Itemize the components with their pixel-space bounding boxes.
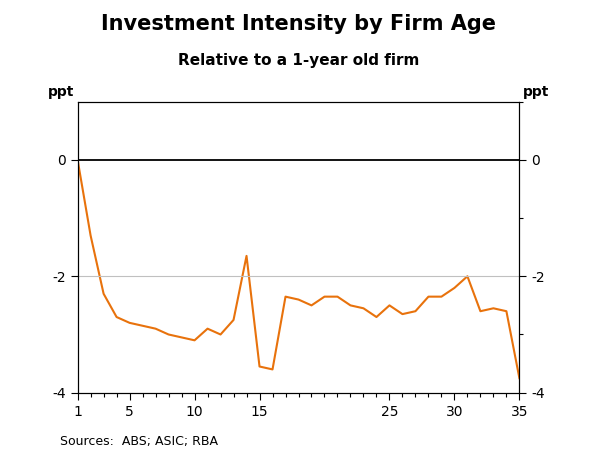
Text: Sources:  ABS; ASIC; RBA: Sources: ABS; ASIC; RBA <box>60 435 218 448</box>
Text: Investment Intensity by Firm Age: Investment Intensity by Firm Age <box>101 14 496 34</box>
Text: ppt: ppt <box>48 85 75 99</box>
Text: ppt: ppt <box>522 85 549 99</box>
Text: Relative to a 1-year old firm: Relative to a 1-year old firm <box>178 53 419 68</box>
